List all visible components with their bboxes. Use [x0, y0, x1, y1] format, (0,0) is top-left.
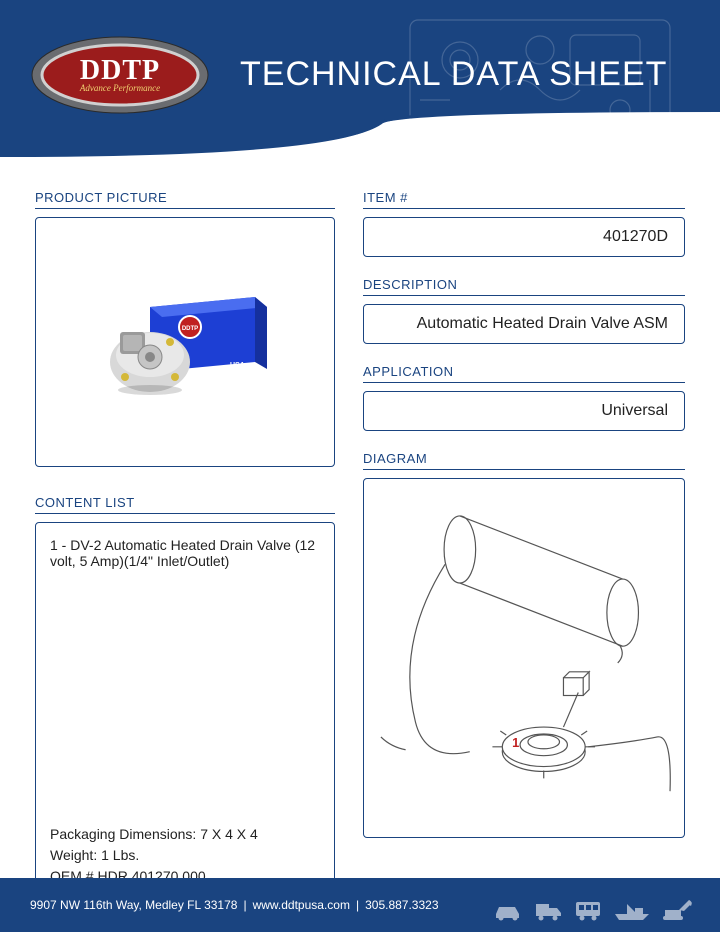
left-column: PRODUCT PICTURE DDTP USA: [35, 190, 335, 902]
label-item-no: ITEM #: [363, 190, 685, 209]
diagram-box: 1: [363, 478, 685, 838]
excavator-icon: [661, 896, 695, 922]
header-banner: DDTP Advance Performance TECHNICAL DATA …: [0, 0, 720, 170]
content-area: PRODUCT PICTURE DDTP USA: [0, 190, 720, 902]
boat-icon: [613, 896, 651, 922]
footer-sep-2: |: [356, 898, 359, 912]
footer-phone: 305.887.3323: [365, 898, 438, 912]
footer-bar: 9907 NW 116th Way, Medley FL 33178 | www…: [0, 878, 720, 932]
page-title: TECHNICAL DATA SHEET: [240, 55, 667, 94]
footer-icons: [493, 896, 695, 922]
packaging-label: Packaging Dimensions:: [50, 826, 196, 842]
packaging-value: 7 X 4 X 4: [200, 826, 258, 842]
product-picture-box: DDTP USA: [35, 217, 335, 467]
label-content-list: CONTENT LIST: [35, 495, 335, 514]
product-image: DDTP USA: [95, 277, 275, 407]
svg-text:USA: USA: [230, 362, 245, 369]
header-swoosh: [0, 112, 720, 170]
diagram-callout-number: 1: [512, 735, 519, 750]
bus-icon: [573, 896, 603, 922]
label-application: APPLICATION: [363, 364, 685, 383]
logo-subtext: Advance Performance: [79, 83, 160, 93]
diagram-svg: 1: [376, 491, 672, 825]
logo-text: DDTP: [80, 55, 160, 86]
right-column: ITEM # 401270D DESCRIPTION Automatic Hea…: [363, 190, 685, 902]
logo-badge: DDTP Advance Performance: [30, 35, 210, 115]
label-diagram: DIAGRAM: [363, 451, 685, 470]
description-value: Automatic Heated Drain Valve ASM: [363, 304, 685, 344]
weight-value: 1 Lbs.: [101, 847, 139, 863]
content-list-box: 1 - DV-2 Automatic Heated Drain Valve (1…: [35, 522, 335, 902]
footer-website: www.ddtpusa.com: [253, 898, 350, 912]
footer-address: 9907 NW 116th Way, Medley FL 33178: [30, 898, 237, 912]
truck-icon: [533, 896, 563, 922]
application-value: Universal: [363, 391, 685, 431]
content-list-item: 1 - DV-2 Automatic Heated Drain Valve (1…: [50, 537, 320, 569]
svg-text:DDTP: DDTP: [182, 326, 198, 332]
label-product-picture: PRODUCT PICTURE: [35, 190, 335, 209]
label-description: DESCRIPTION: [363, 277, 685, 296]
footer-sep-1: |: [243, 898, 246, 912]
car-icon: [493, 896, 523, 922]
weight-label: Weight:: [50, 847, 97, 863]
item-no-value: 401270D: [363, 217, 685, 257]
